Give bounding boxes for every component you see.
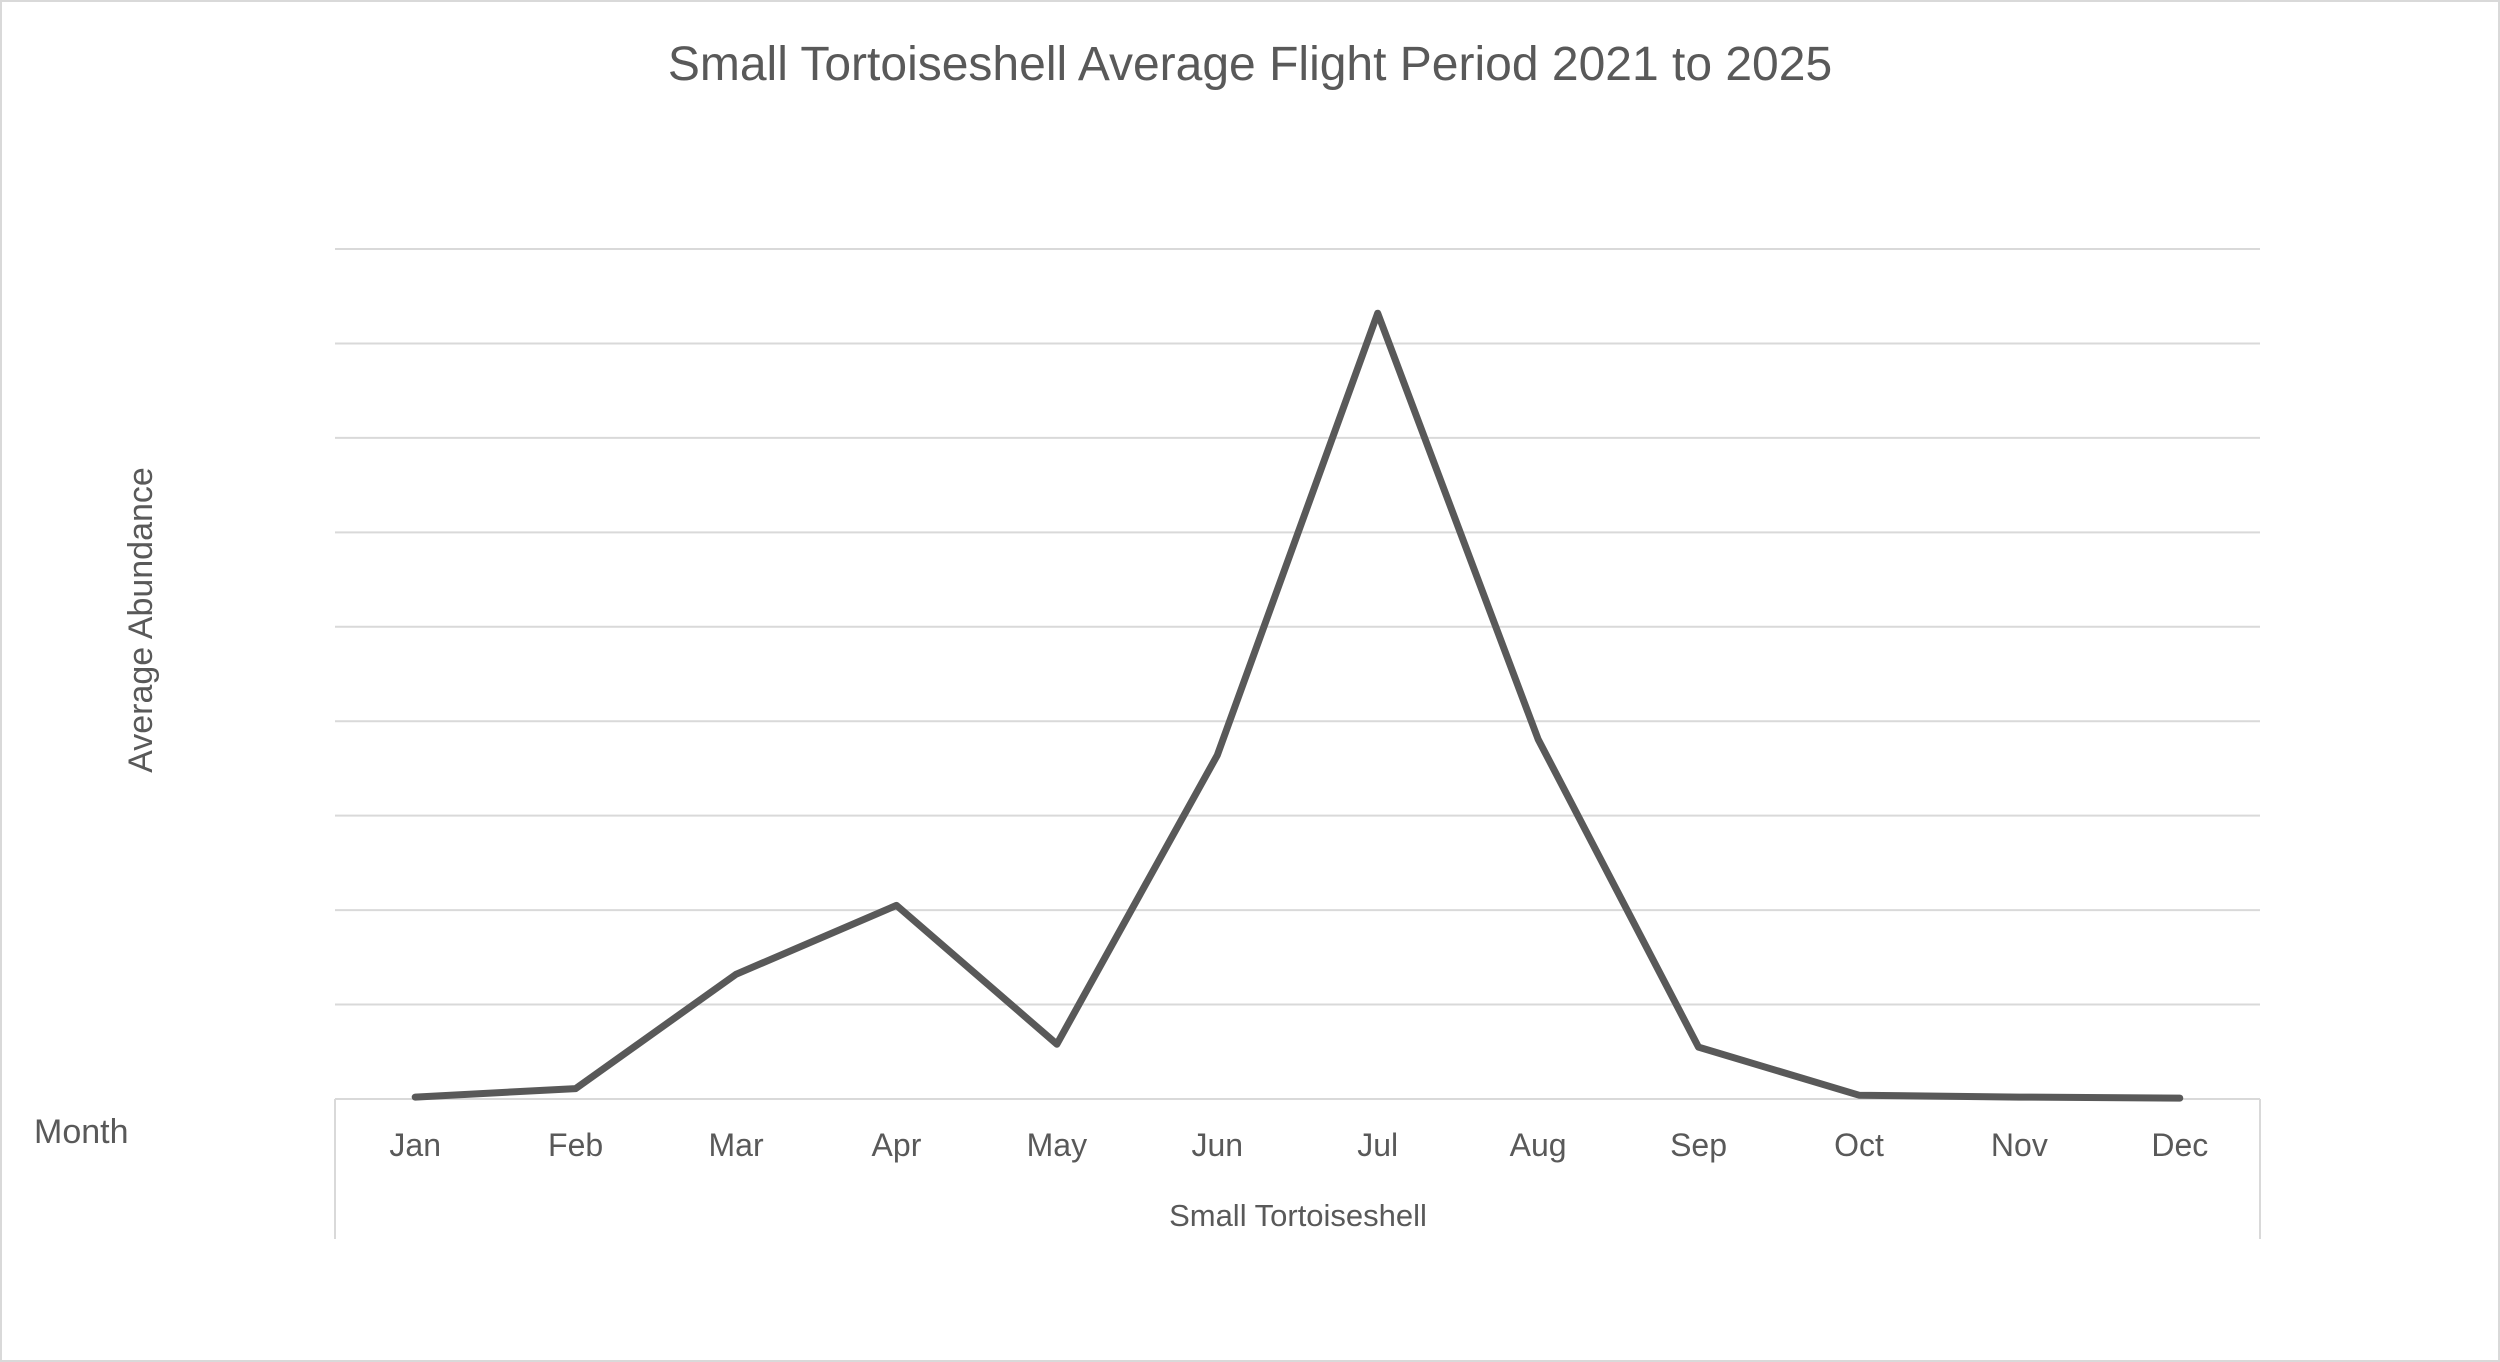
- x-tick-label: Oct: [1834, 1127, 1884, 1163]
- x-tick-label: Mar: [708, 1127, 763, 1163]
- x-tick-label: Nov: [1991, 1127, 2048, 1163]
- series-line: [411, 309, 2184, 1102]
- gridlines: [335, 248, 2260, 1006]
- x-tick-labels: Jan Feb Mar Apr May Jun Jul Aug Sep Oct Nov Dec: [389, 1127, 2208, 1163]
- series-group: [411, 309, 2184, 1102]
- x-tick-label: Jun: [1191, 1127, 1243, 1163]
- x-tick-label: Sep: [1670, 1127, 1727, 1163]
- x-tick-label: Aug: [1510, 1127, 1567, 1163]
- x-tick-label: Apr: [872, 1127, 922, 1163]
- y-axis-title: Average Abundance: [122, 467, 160, 773]
- category-group-label: Small Tortoiseshell: [1169, 1198, 1427, 1233]
- x-tick-label: Jul: [1357, 1127, 1398, 1163]
- chart-title: Small Tortoiseshell Average Flight Perio…: [668, 38, 1832, 91]
- x-tick-label: Jan: [389, 1127, 441, 1163]
- x-tick-label: Feb: [548, 1127, 603, 1163]
- x-tick-label: May: [1027, 1127, 1087, 1163]
- x-axis-title: Month: [34, 1113, 129, 1151]
- x-tick-label: Dec: [2151, 1127, 2208, 1163]
